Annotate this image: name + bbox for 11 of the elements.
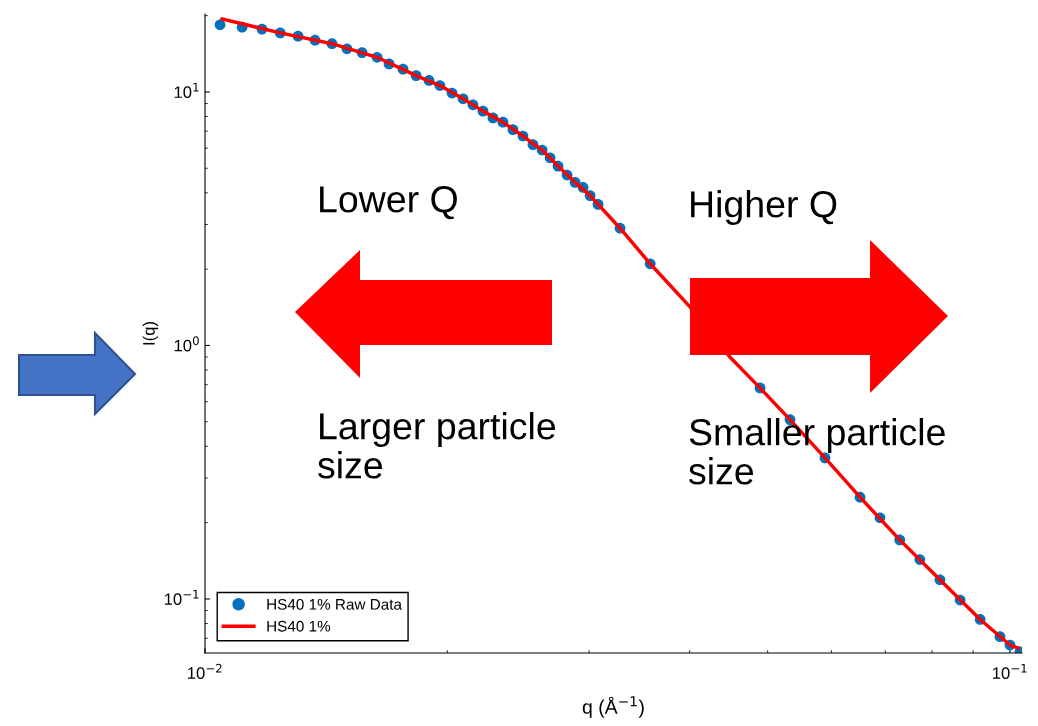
annotation: Higher Q (691, 190, 837, 225)
x-tick-label: 10$^{−2}$ (188, 663, 222, 679)
x-axis-title: q (Å$^{−1}$) (582, 696, 644, 718)
legend-label: HS40 1% (267, 620, 331, 632)
y-tick-label: 10$^{−1}$ (164, 589, 199, 606)
y-tick-label: 10$^{0}$ (174, 336, 199, 352)
annotation: Larger particle size (318, 412, 556, 479)
y-axis-title: I(q) (142, 322, 159, 345)
legend-label: HS40 1% Raw Data (267, 598, 402, 610)
y-tick-label: 10$^{1}$ (174, 82, 199, 99)
annotation: Lower Q (320, 185, 457, 220)
